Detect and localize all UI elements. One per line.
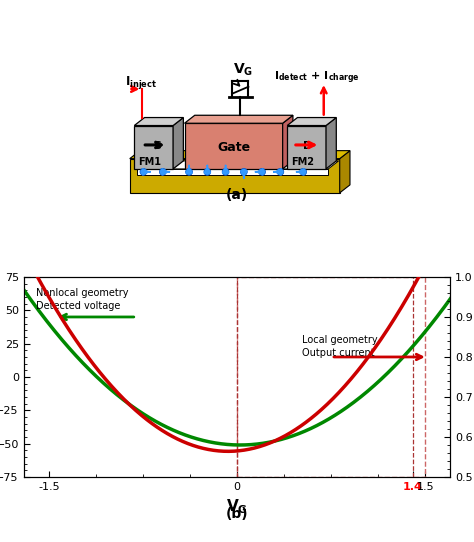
Polygon shape bbox=[173, 118, 183, 169]
Polygon shape bbox=[130, 159, 340, 193]
Circle shape bbox=[259, 169, 265, 175]
Circle shape bbox=[186, 169, 192, 175]
Text: Local geometry
Output current: Local geometry Output current bbox=[302, 335, 378, 358]
Polygon shape bbox=[184, 123, 283, 169]
Polygon shape bbox=[287, 126, 326, 169]
Text: (a): (a) bbox=[226, 188, 248, 202]
Text: FM1: FM1 bbox=[138, 157, 161, 166]
Polygon shape bbox=[287, 118, 336, 126]
Polygon shape bbox=[137, 161, 338, 169]
Text: $\mathbf{I_{detect}}$ + $\mathbf{I_{charge}}$: $\mathbf{I_{detect}}$ + $\mathbf{I_{char… bbox=[273, 69, 359, 86]
Circle shape bbox=[277, 169, 284, 175]
Polygon shape bbox=[326, 118, 336, 169]
Circle shape bbox=[240, 169, 247, 175]
Polygon shape bbox=[134, 126, 173, 169]
Circle shape bbox=[300, 169, 307, 175]
Circle shape bbox=[159, 169, 166, 175]
Circle shape bbox=[222, 169, 229, 175]
Text: Gate: Gate bbox=[217, 141, 250, 154]
X-axis label: $\mathbf{V_G}$: $\mathbf{V_G}$ bbox=[226, 498, 248, 516]
Text: Nonlocal geometry
Detected voltage: Nonlocal geometry Detected voltage bbox=[36, 288, 129, 311]
Text: FM2: FM2 bbox=[291, 157, 314, 166]
Circle shape bbox=[140, 169, 147, 175]
Polygon shape bbox=[134, 118, 183, 126]
Polygon shape bbox=[340, 151, 350, 193]
Polygon shape bbox=[184, 115, 293, 123]
Polygon shape bbox=[283, 115, 293, 169]
Text: D: D bbox=[303, 141, 312, 151]
Bar bbox=[237, 277, 425, 477]
Text: $\mathbf{V_G}$: $\mathbf{V_G}$ bbox=[233, 61, 253, 78]
Text: (b): (b) bbox=[226, 507, 248, 521]
Text: S: S bbox=[154, 141, 162, 151]
Polygon shape bbox=[137, 169, 328, 175]
Circle shape bbox=[204, 169, 211, 175]
Polygon shape bbox=[130, 151, 350, 159]
Text: $\mathbf{I_{inject}}$: $\mathbf{I_{inject}}$ bbox=[125, 74, 157, 91]
